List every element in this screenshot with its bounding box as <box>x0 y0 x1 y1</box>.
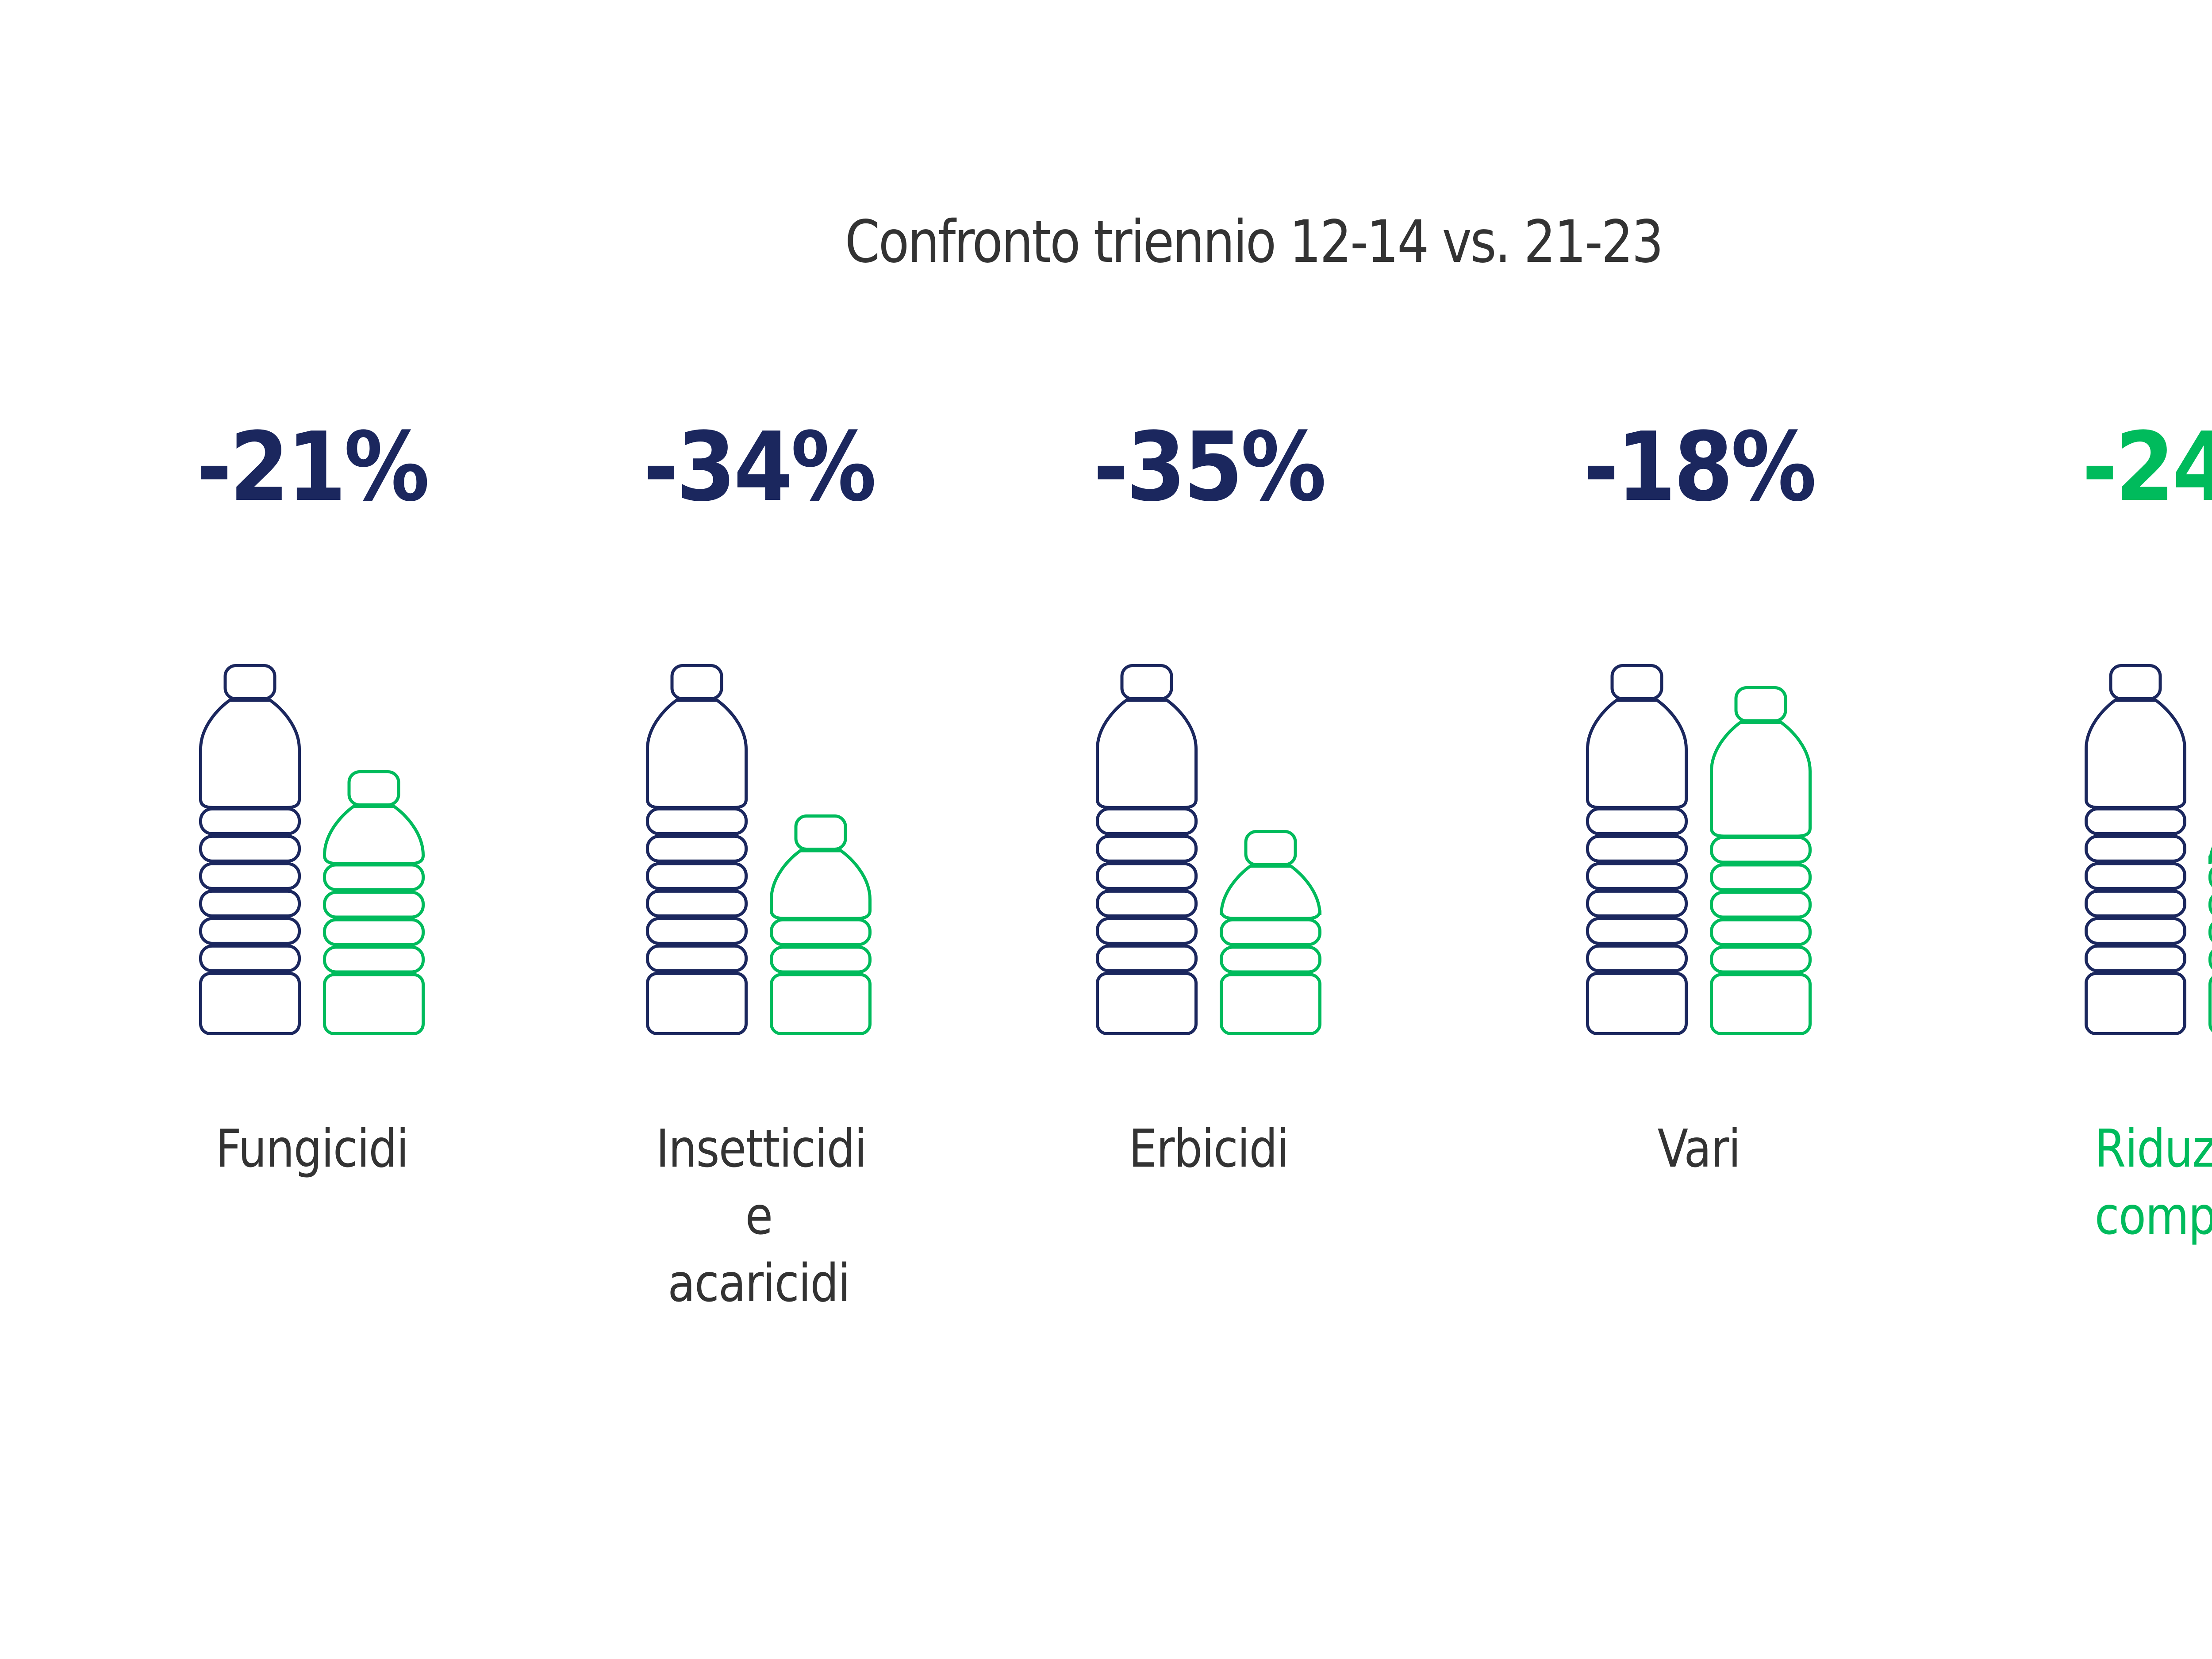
category-label: Insetticidi e acaricidi <box>656 1118 867 1313</box>
reduction-percentage: -35% <box>1093 411 1326 522</box>
bottle-pictogram <box>1976 655 2212 1035</box>
bottle-icon-2021-23 <box>1710 686 1812 1035</box>
bottle-icon-2012-14 <box>199 664 301 1035</box>
bottle-icon-2012-14 <box>1096 664 1198 1035</box>
bottle-icon-2021-23 <box>770 814 872 1035</box>
reduction-percentage: -24% <box>2082 411 2212 522</box>
chart-title: Confronto triennio 12-14 vs. 21-23 <box>845 208 1664 276</box>
bottle-icon-2012-14 <box>1586 664 1688 1035</box>
bottle-pictogram <box>1478 655 1920 1035</box>
bottle-icon-2021-23 <box>323 770 425 1035</box>
bottle-pictogram <box>91 655 533 1035</box>
bottle-icon-2021-23 <box>1220 830 1321 1035</box>
reduction-percentage: -34% <box>643 411 876 522</box>
category-label: Erbicidi <box>1129 1118 1289 1179</box>
bottle-icon-2012-14 <box>2085 664 2186 1035</box>
bottle-icon-2012-14 <box>646 664 748 1035</box>
bottle-pictogram <box>538 655 980 1035</box>
category-label: Riduzione complessiva <box>2094 1118 2212 1246</box>
bottle-icon-2021-23 <box>2208 779 2212 1035</box>
reduction-percentage: -21% <box>196 411 430 522</box>
category-label: Fungicidi <box>215 1118 409 1179</box>
category-label: Vari <box>1657 1118 1741 1179</box>
bottle-pictogram <box>987 655 1430 1035</box>
reduction-percentage: -18% <box>1583 411 1816 522</box>
